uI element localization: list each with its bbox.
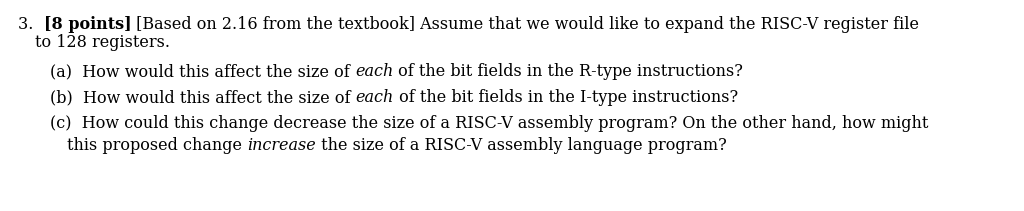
Text: each: each [355,89,394,106]
Text: to 128 registers.: to 128 registers. [35,34,170,51]
Text: each: each [355,63,393,80]
Text: this proposed change: this proposed change [67,137,247,154]
Text: (c)  How could this change decrease the size of a RISC-V assembly program? On th: (c) How could this change decrease the s… [50,115,929,132]
Text: (b)  How would this affect the size of: (b) How would this affect the size of [50,89,355,106]
Text: [8 points]: [8 points] [44,16,131,33]
Text: of the bit fields in the R-type instructions?: of the bit fields in the R-type instruct… [393,63,743,80]
Text: 3.: 3. [18,16,44,33]
Text: the size of a RISC-V assembly language program?: the size of a RISC-V assembly language p… [315,137,727,154]
Text: (a)  How would this affect the size of: (a) How would this affect the size of [50,63,355,80]
Text: [Based on 2.16 from the textbook] Assume that we would like to expand the RISC-V: [Based on 2.16 from the textbook] Assume… [131,16,920,33]
Text: increase: increase [247,137,315,154]
Text: of the bit fields in the I-type instructions?: of the bit fields in the I-type instruct… [394,89,738,106]
